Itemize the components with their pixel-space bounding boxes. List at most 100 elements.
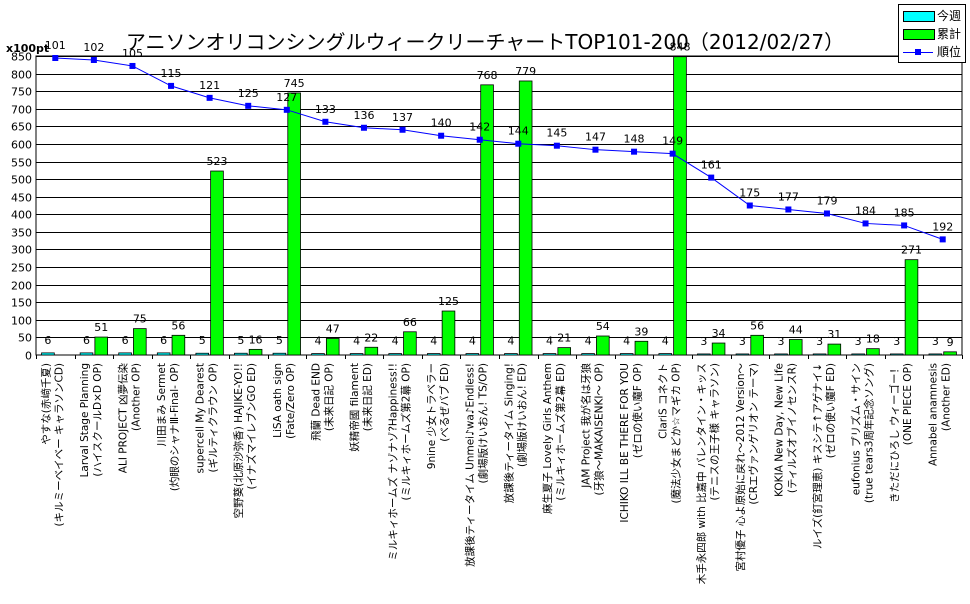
data-label-this-week: 4 <box>430 335 437 348</box>
data-label-this-week: 3 <box>932 335 939 348</box>
rank-marker <box>708 174 715 181</box>
category-label: (灼眼のシャナⅢ-Final- OP) <box>168 363 181 491</box>
rank-marker <box>785 206 792 213</box>
plot-area <box>35 55 963 356</box>
bar-this-week <box>581 353 595 356</box>
rank-marker <box>553 142 560 149</box>
y-tick-label: 250 <box>11 262 32 275</box>
data-label-rank: 121 <box>199 79 220 92</box>
rank-marker <box>901 222 908 229</box>
bar-cumulative <box>711 342 726 356</box>
data-label-this-week: 6 <box>160 334 167 347</box>
category-label: (Another OP) <box>130 363 142 431</box>
rank-marker <box>360 124 367 131</box>
category-label: KOKIA New Day, New Life <box>773 363 785 497</box>
data-label-rank: 149 <box>662 135 683 148</box>
bar-this-week <box>735 353 750 356</box>
category-label: (べるぜバブ ED) <box>438 363 451 442</box>
bar-this-week <box>311 353 325 356</box>
data-label-this-week: 4 <box>392 335 399 348</box>
data-label-this-week: 5 <box>199 334 206 347</box>
bar-this-week <box>118 352 132 356</box>
category-label: 放課後ティータイム Unmei♪wa♪Endless! <box>464 363 477 567</box>
data-label-rank: 161 <box>701 159 722 172</box>
data-label-this-week: 4 <box>546 335 553 348</box>
bar-cumulative <box>171 334 186 356</box>
category-label: (Another ED) <box>941 363 953 431</box>
bar-this-week <box>465 353 480 356</box>
data-label-cumulative: 39 <box>634 325 648 338</box>
bar-cumulative <box>634 340 649 356</box>
data-label-rank: 105 <box>122 47 143 60</box>
category-label: 妖精帝國 filament <box>348 363 361 452</box>
category-label: (true tears3周年記念ソング) <box>863 363 876 503</box>
legend-item-this-week: 今週 <box>903 8 963 24</box>
data-label-this-week: 5 <box>276 334 283 347</box>
rank-marker <box>283 106 290 113</box>
category-label: Annabel anamnesis <box>928 363 940 466</box>
data-label-cumulative: 18 <box>866 333 880 346</box>
legend-label-this-week: 今週 <box>937 9 962 23</box>
data-label-cumulative: 47 <box>326 322 340 335</box>
data-label-cumulative: 21 <box>557 332 571 345</box>
data-label-cumulative: 9 <box>947 336 954 349</box>
category-label: (牙狼～MAKAISENKI～ OP) <box>592 363 605 496</box>
bar-cumulative <box>750 334 764 356</box>
bar-this-week <box>658 353 673 356</box>
rank-line <box>55 57 943 240</box>
category-label: 9nine 少女トラベラー <box>425 363 438 469</box>
data-label-this-week: 3 <box>778 335 785 348</box>
data-label-cumulative: 16 <box>249 333 263 346</box>
bar-cumulative <box>403 331 417 356</box>
category-label: 川田まみ Sermet <box>156 363 168 446</box>
y-tick-label: 700 <box>11 104 32 117</box>
data-label-rank: 142 <box>469 121 490 134</box>
category-label: きただにひろし ウィーゴー！ <box>888 363 901 503</box>
rank-marker <box>52 54 59 61</box>
bar-this-week <box>774 353 788 356</box>
bar-this-week <box>928 353 943 356</box>
category-label: ClariS コネクト <box>658 363 670 439</box>
category-label: (ミルキィホームズ第2幕 OP) <box>400 363 413 501</box>
data-label-this-week: 4 <box>353 335 360 348</box>
bar-this-week <box>388 353 402 356</box>
y-tick-label: 200 <box>11 280 32 293</box>
category-label: (キルミーベイベー キャラソンCD) <box>53 363 65 526</box>
data-label-rank: 115 <box>161 67 182 80</box>
bar-this-week <box>156 352 171 356</box>
data-label-rank: 192 <box>932 220 953 233</box>
data-label-rank: 145 <box>546 127 567 140</box>
category-label: (ミルキィホームズ第2幕 ED) <box>554 363 567 501</box>
bar-cumulative <box>133 328 147 356</box>
category-label: (魔法少女まどか☆マギカ OP) <box>670 363 683 504</box>
bar-cumulative <box>518 80 533 356</box>
bar-cumulative <box>248 348 263 356</box>
data-label-cumulative: 66 <box>403 316 417 329</box>
category-label: 放課後ティータイム Singing! <box>502 363 515 503</box>
y-tick-label: 300 <box>11 244 32 257</box>
rank-marker <box>939 236 946 243</box>
category-label: (ONE PIECE OP) <box>902 363 914 445</box>
category-label: (テニスの王子様 キャラソン) <box>708 363 721 501</box>
y-tick-label: 550 <box>11 157 32 170</box>
y-tick-label: 800 <box>11 69 32 82</box>
y-tick-label: 350 <box>11 227 32 240</box>
data-label-this-week: 6 <box>44 334 51 347</box>
legend-marker-rank <box>915 49 921 55</box>
y-tick-label: 100 <box>11 315 32 328</box>
category-label: ICHIKO ILL BE THERE FOR YOU <box>619 363 631 523</box>
data-label-rank: 147 <box>585 131 606 144</box>
bar-cumulative <box>788 339 803 356</box>
data-label-rank: 148 <box>624 133 645 146</box>
data-label-cumulative: 56 <box>171 319 185 332</box>
data-label-this-week: 3 <box>816 335 823 348</box>
category-label: JAM Project 我が名は牙狼 <box>579 363 592 489</box>
rank-marker <box>399 126 406 133</box>
category-label: supercell My Dearest <box>195 363 207 473</box>
data-label-cumulative: 779 <box>515 65 536 78</box>
legend-item-rank: 順位 <box>903 44 963 60</box>
rank-marker <box>438 132 445 139</box>
category-label: (ティルズオブイノセンスR) <box>785 363 798 493</box>
data-label-cumulative: 848 <box>669 41 690 54</box>
